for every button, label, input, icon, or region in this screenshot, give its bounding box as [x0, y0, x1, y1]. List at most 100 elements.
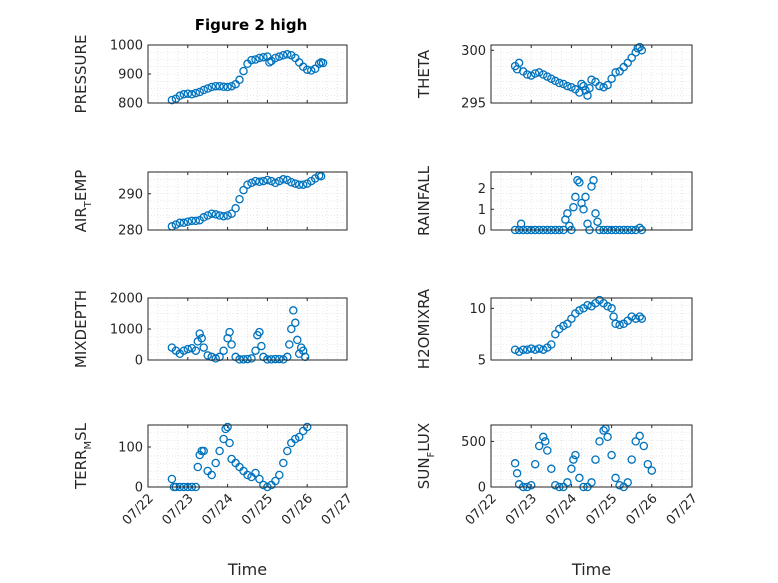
- data-point: [187, 216, 197, 226]
- data-point: [255, 474, 264, 484]
- y-tick-label: 0: [478, 224, 486, 239]
- data-point: [539, 70, 548, 79]
- data-point: [603, 432, 612, 442]
- data-point: [534, 68, 544, 77]
- figure-title: Figure 2 high: [195, 16, 308, 34]
- data-point: [255, 327, 264, 337]
- data-point: [219, 346, 228, 355]
- data-point: [167, 474, 177, 484]
- data-point: [239, 185, 248, 195]
- data-point: [318, 58, 328, 68]
- data-point: [199, 85, 208, 95]
- data-point: [510, 345, 520, 354]
- y-tick-label: 300: [461, 44, 486, 59]
- data-point: [530, 345, 540, 354]
- data-point: [589, 176, 598, 185]
- data-point: [563, 81, 572, 91]
- y-tick-label: 0: [478, 481, 486, 496]
- axes-box: [147, 297, 348, 361]
- data-point: [526, 344, 536, 353]
- y-tick-label: 0: [135, 354, 143, 369]
- y-axis-label: THETA: [415, 49, 433, 99]
- subplot-airtemp: 280 290 AIRTEMP: [72, 170, 348, 239]
- y-axis-label-subscript: M: [83, 441, 94, 450]
- x-axis-label: Time: [227, 560, 267, 579]
- data-point: [223, 422, 232, 432]
- data-point: [207, 470, 216, 480]
- data-point: [547, 464, 556, 474]
- data-point: [611, 68, 620, 77]
- axes-box: [490, 424, 693, 488]
- data-point: [211, 210, 220, 219]
- y-axis-label-main: TERR: [72, 450, 90, 491]
- data-point: [235, 355, 244, 364]
- subplot-mixdepth: 0 1000 2000 MIXDEPTH: [72, 290, 348, 369]
- data-point: [294, 432, 304, 442]
- y-tick-label: 900: [118, 68, 143, 83]
- data-point: [179, 346, 189, 355]
- data-point: [595, 81, 604, 91]
- data-point: [635, 223, 644, 233]
- y-tick-label: 1000: [110, 323, 143, 338]
- data-point: [259, 176, 268, 186]
- data-point: [247, 354, 256, 363]
- data-point: [581, 86, 590, 95]
- data-point: [306, 66, 316, 75]
- data-point: [271, 53, 280, 63]
- data-point: [239, 355, 248, 364]
- data-point: [183, 217, 193, 226]
- data-point: [259, 480, 268, 490]
- data-point: [512, 469, 522, 478]
- y-tick-label: 0: [135, 481, 143, 496]
- data-point: [631, 314, 640, 323]
- y-tick-label: 295: [461, 97, 486, 112]
- y-axis-label: SUNFLUX: [415, 423, 437, 489]
- data-point: [227, 340, 236, 349]
- data-point: [207, 82, 216, 92]
- data-point: [571, 192, 580, 202]
- axes-box: [490, 297, 693, 361]
- data-point: [581, 192, 590, 202]
- y-axis-label-rest: SL: [72, 422, 90, 441]
- data-point: [251, 468, 260, 478]
- data-point: [567, 82, 576, 92]
- data-point: [167, 95, 177, 105]
- y-axis-label-main: RAINFALL: [415, 165, 433, 236]
- data-point: [314, 59, 324, 69]
- data-point: [510, 459, 520, 468]
- subplot-theta: 295 300 THETA: [415, 42, 693, 112]
- data-point: [559, 321, 568, 331]
- y-axis-label: RAINFALL: [415, 165, 433, 236]
- data-point: [539, 432, 548, 442]
- data-point: [543, 72, 552, 81]
- y-axis-label-subscript: T: [83, 200, 94, 208]
- data-point: [583, 91, 592, 100]
- data-point: [199, 446, 208, 456]
- data-point: [575, 473, 584, 483]
- data-point: [631, 437, 640, 446]
- data-point: [283, 50, 292, 59]
- data-point: [271, 354, 280, 364]
- data-point: [211, 458, 220, 468]
- y-tick-label: 290: [118, 187, 143, 202]
- data-point: [279, 458, 288, 468]
- data-point: [518, 345, 528, 354]
- data-point: [247, 178, 256, 188]
- subplot-pressure: 800 900 1000 PRESSURE: [72, 35, 348, 113]
- data-point: [643, 459, 653, 469]
- data-point: [577, 79, 586, 89]
- data-point: [599, 82, 608, 92]
- data-point: [225, 438, 234, 448]
- data-point: [215, 211, 224, 220]
- data-point: [243, 180, 252, 189]
- data-point: [211, 81, 220, 91]
- data-point: [287, 177, 296, 187]
- data-point: [265, 58, 274, 67]
- data-point: [275, 470, 284, 480]
- data-point: [579, 205, 588, 214]
- data-point: [559, 79, 568, 89]
- data-point: [283, 446, 292, 456]
- data-point: [627, 53, 636, 62]
- x-axis-label: Time: [571, 560, 611, 579]
- data-point: [197, 334, 206, 343]
